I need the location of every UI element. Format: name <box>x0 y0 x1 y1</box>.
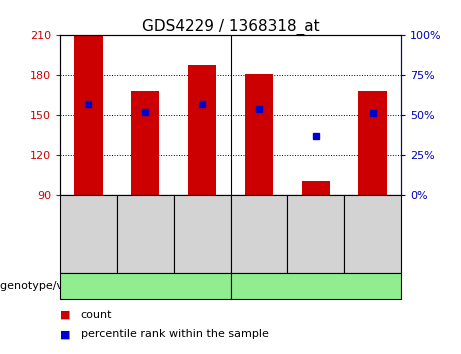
Text: ■: ■ <box>60 329 71 339</box>
Text: GSM677391: GSM677391 <box>140 204 150 263</box>
Text: HIV-transgenic: HIV-transgenic <box>104 281 186 291</box>
Bar <box>301 181 330 195</box>
Text: ■: ■ <box>60 310 71 320</box>
Text: GSM677393: GSM677393 <box>254 204 264 263</box>
Bar <box>245 74 273 195</box>
Text: control: control <box>296 281 335 291</box>
Text: percentile rank within the sample: percentile rank within the sample <box>81 329 269 339</box>
Title: GDS4229 / 1368318_at: GDS4229 / 1368318_at <box>142 19 319 35</box>
Text: count: count <box>81 310 112 320</box>
Text: GSM677392: GSM677392 <box>197 204 207 263</box>
Text: genotype/variation ▶: genotype/variation ▶ <box>0 281 118 291</box>
Text: GSM677395: GSM677395 <box>367 204 378 263</box>
Bar <box>131 91 160 195</box>
Bar <box>188 65 216 195</box>
Bar <box>74 35 102 195</box>
Text: GSM677394: GSM677394 <box>311 204 321 263</box>
Bar <box>358 91 387 195</box>
Text: GSM677390: GSM677390 <box>83 204 94 263</box>
